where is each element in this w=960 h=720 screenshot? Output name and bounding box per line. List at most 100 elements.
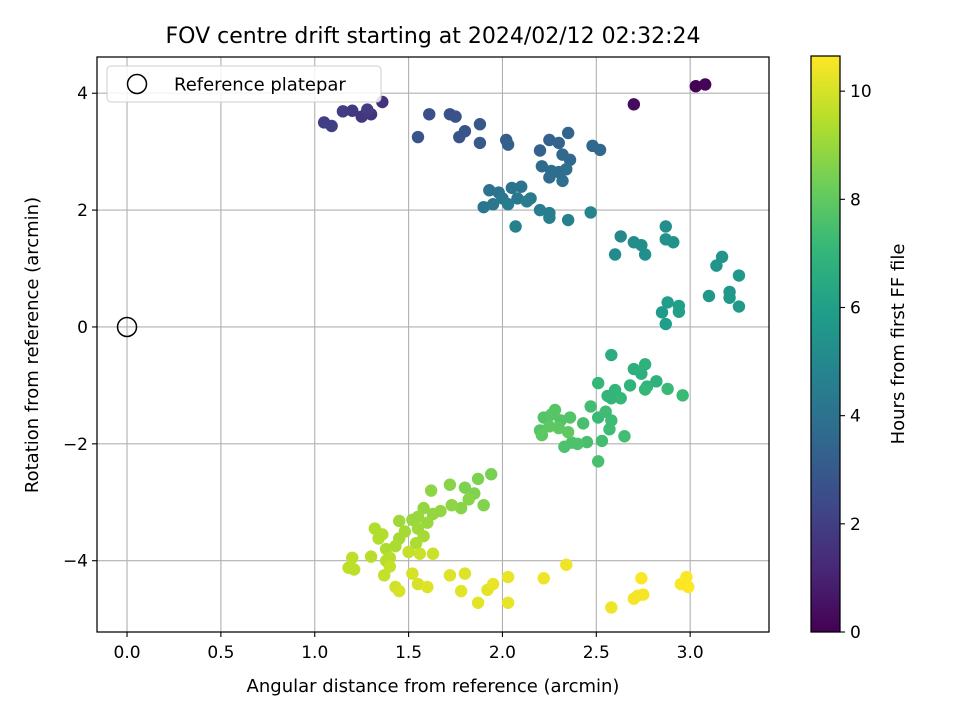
colorbar: 0 2 4 6 8 10 Hours from first FF file xyxy=(810,55,909,643)
data-point xyxy=(426,547,440,560)
data-point xyxy=(580,435,594,449)
x-tick-label: 3.0 xyxy=(677,643,704,663)
data-point xyxy=(389,539,402,553)
colorbar-label: Hours from first FF file xyxy=(888,244,909,445)
data-point xyxy=(698,78,712,91)
data-point xyxy=(638,383,652,396)
data-point xyxy=(449,110,462,123)
data-point xyxy=(560,162,573,176)
data-point xyxy=(509,220,522,233)
data-point xyxy=(599,405,612,418)
colorbar-gradient xyxy=(811,56,840,632)
data-point xyxy=(377,569,391,582)
data-point xyxy=(595,434,609,448)
data-point xyxy=(317,116,331,129)
data-point xyxy=(501,138,515,151)
data-point xyxy=(635,238,648,252)
data-point xyxy=(659,220,672,233)
data-point xyxy=(535,428,549,442)
data-point xyxy=(413,547,427,560)
data-point xyxy=(667,236,680,249)
y-tick-label: −2 xyxy=(63,435,88,455)
data-point xyxy=(486,577,500,591)
x-tick-label: 0.0 xyxy=(114,643,141,663)
y-axis-label: Rotation from reference (arcmin) xyxy=(22,197,43,493)
data-point xyxy=(710,259,723,272)
data-point xyxy=(458,567,472,580)
data-point xyxy=(346,104,359,117)
data-points xyxy=(317,78,746,614)
data-point xyxy=(477,498,490,512)
legend-entry-reference-platepar: Reference platepar xyxy=(174,75,346,96)
data-point xyxy=(453,130,466,144)
data-point xyxy=(361,103,374,116)
data-point xyxy=(614,230,627,243)
reference-point xyxy=(116,316,138,338)
data-point xyxy=(605,392,618,405)
data-point xyxy=(406,567,419,580)
data-point xyxy=(501,596,515,609)
data-point xyxy=(638,358,652,371)
data-point xyxy=(584,400,597,413)
y-axis-ticks: −4 −2 0 2 4 xyxy=(63,84,97,572)
data-point xyxy=(484,468,498,481)
colorbar-ticks: 0 2 4 6 8 10 xyxy=(840,82,872,643)
data-point xyxy=(584,206,597,219)
data-point xyxy=(471,472,485,486)
data-point xyxy=(661,296,674,309)
data-point xyxy=(661,382,674,396)
data-point xyxy=(402,545,415,559)
data-point xyxy=(501,570,515,584)
data-point xyxy=(552,136,565,150)
x-tick-label: 2.5 xyxy=(583,643,610,663)
colorbar-tick-label: 2 xyxy=(850,515,861,535)
colorbar-tick-label: 8 xyxy=(850,190,861,210)
data-point xyxy=(732,269,746,282)
data-point xyxy=(535,160,549,173)
data-point xyxy=(515,180,528,193)
data-point xyxy=(533,144,547,157)
data-point xyxy=(424,484,438,497)
y-tick-label: −4 xyxy=(63,552,88,572)
data-point xyxy=(650,375,663,388)
data-point xyxy=(618,430,631,443)
y-tick-label: 0 xyxy=(77,318,88,338)
data-point xyxy=(545,164,558,178)
x-tick-label: 1.5 xyxy=(395,643,422,663)
data-point xyxy=(635,572,648,585)
data-point xyxy=(659,317,672,331)
data-point xyxy=(614,392,627,405)
data-point xyxy=(443,569,457,582)
x-tick-label: 2.0 xyxy=(489,643,516,663)
data-point xyxy=(591,376,605,390)
y-tick-label: 2 xyxy=(77,201,88,221)
data-point xyxy=(635,367,648,380)
data-point xyxy=(627,98,641,111)
data-point xyxy=(556,174,569,188)
chart-title: FOV centre drift starting at 2024/02/12 … xyxy=(166,24,701,49)
data-point xyxy=(423,108,436,121)
data-point xyxy=(715,250,729,264)
data-point xyxy=(454,501,468,515)
data-point xyxy=(543,420,556,433)
data-point xyxy=(458,481,472,494)
data-point xyxy=(548,403,562,417)
data-point xyxy=(563,411,577,424)
plot-area: 0.0 0.5 1.0 1.5 2.0 2.5 3.0 −4 −2 0 2 4 xyxy=(63,56,770,663)
data-point xyxy=(689,80,702,93)
data-point xyxy=(473,118,487,131)
data-point xyxy=(543,211,556,224)
data-point xyxy=(421,516,434,529)
data-point xyxy=(558,440,571,453)
data-point xyxy=(732,300,746,313)
data-point xyxy=(411,577,425,591)
data-point xyxy=(501,198,515,211)
data-point xyxy=(561,213,575,227)
data-point xyxy=(393,514,406,528)
data-point xyxy=(473,136,487,150)
data-point xyxy=(561,126,575,140)
data-point xyxy=(346,551,359,564)
data-point xyxy=(462,493,475,506)
data-point xyxy=(417,501,430,515)
data-point xyxy=(336,105,350,118)
